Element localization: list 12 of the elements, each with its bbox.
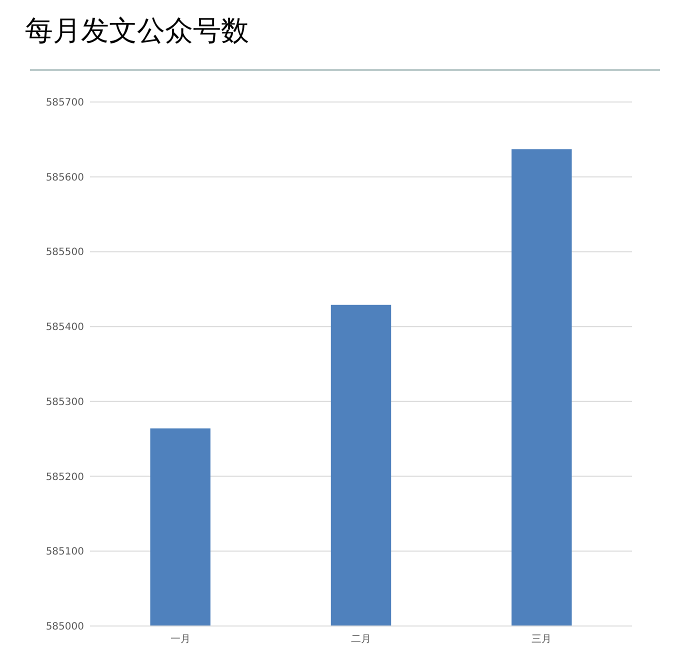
x-tick-label: 二月 bbox=[351, 634, 371, 645]
y-tick-label: 585000 bbox=[46, 622, 84, 632]
y-tick-label: 585200 bbox=[46, 472, 84, 483]
y-tick-label: 585600 bbox=[46, 172, 84, 184]
y-tick-label: 585300 bbox=[46, 396, 84, 408]
y-tick-label: 585500 bbox=[46, 247, 84, 258]
chart-title: 每月发文公众号数 bbox=[25, 14, 249, 47]
y-tick-label: 585700 bbox=[46, 98, 84, 108]
x-tick-label: 三月 bbox=[532, 634, 552, 645]
y-tick-label: 585100 bbox=[46, 546, 84, 558]
y-tick-label: 585400 bbox=[46, 322, 84, 334]
x-tick-label: 一月 bbox=[170, 634, 190, 645]
